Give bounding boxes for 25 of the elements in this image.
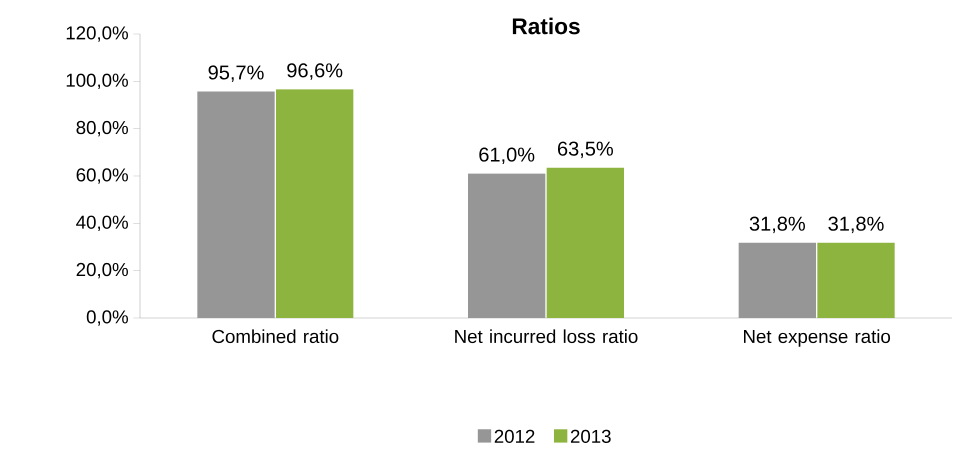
y-tick-label: 100,0% bbox=[66, 74, 128, 90]
y-tick-label: 80,0% bbox=[76, 120, 128, 136]
bar bbox=[546, 168, 624, 318]
y-tick-label: 0,0% bbox=[86, 310, 128, 326]
chart-title: Ratios bbox=[512, 18, 580, 34]
x-tick-label: Net expense ratio bbox=[744, 329, 890, 347]
y-tick-label: 40,0% bbox=[76, 216, 128, 232]
data-label: 31,8% bbox=[750, 216, 805, 234]
legend-label: 2013 bbox=[570, 430, 611, 443]
data-label: 31,8% bbox=[828, 216, 884, 234]
legend-label: 2012 bbox=[494, 430, 534, 443]
bar bbox=[738, 242, 816, 318]
bar bbox=[468, 174, 546, 318]
x-tick-label: Net incurred loss ratio bbox=[455, 329, 638, 344]
x-tick-label: Combined ratio bbox=[212, 329, 338, 344]
data-label: 95,7% bbox=[208, 65, 264, 82]
data-label: 96,6% bbox=[287, 63, 342, 80]
bar bbox=[197, 92, 275, 318]
data-label: 63,5% bbox=[558, 142, 613, 158]
data-label: 61,0% bbox=[479, 148, 534, 164]
y-tick-label: 120,0% bbox=[66, 26, 128, 42]
bar bbox=[817, 242, 895, 318]
bar bbox=[276, 89, 354, 318]
y-tick-label: 20,0% bbox=[76, 262, 128, 278]
y-tick-label: 60,0% bbox=[76, 168, 128, 184]
